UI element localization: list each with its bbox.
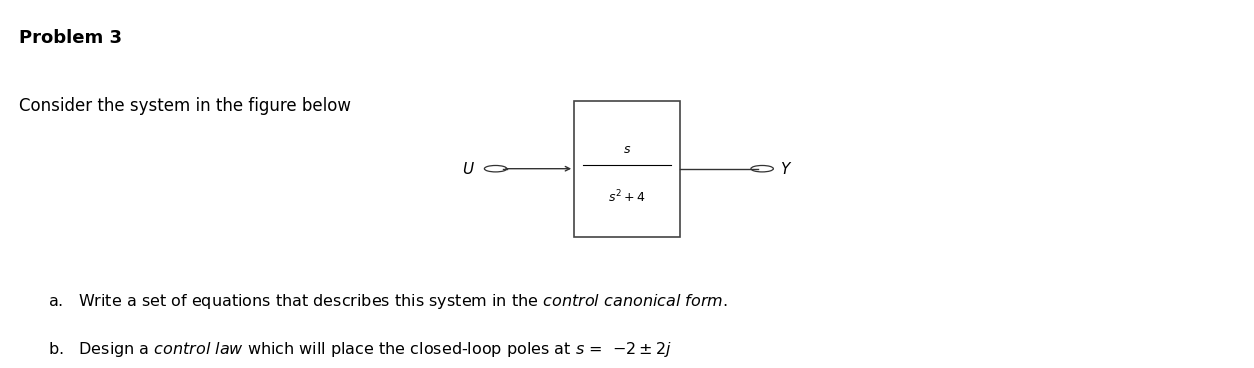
Text: $s^2 + 4$: $s^2 + 4$ — [608, 189, 646, 206]
Text: Problem 3: Problem 3 — [19, 29, 122, 47]
Text: Consider the system in the figure below: Consider the system in the figure below — [19, 97, 351, 115]
Text: $U$: $U$ — [461, 161, 474, 177]
Bar — [574, 101, 680, 237]
Text: $Y$: $Y$ — [780, 161, 793, 177]
Text: $s$: $s$ — [623, 142, 631, 156]
Text: a.   Write a set of equations that describes this system in the: a. Write a set of equations that describ… — [48, 292, 543, 307]
Text: a.   Write a set of equations that describes this system in the $\bf{\it{control: a. Write a set of equations that describ… — [48, 292, 727, 311]
Text: b.   Design a $\bf{\it{control\ law}}$ which will place the closed-loop poles at: b. Design a $\bf{\it{control\ law}}$ whi… — [48, 340, 672, 360]
